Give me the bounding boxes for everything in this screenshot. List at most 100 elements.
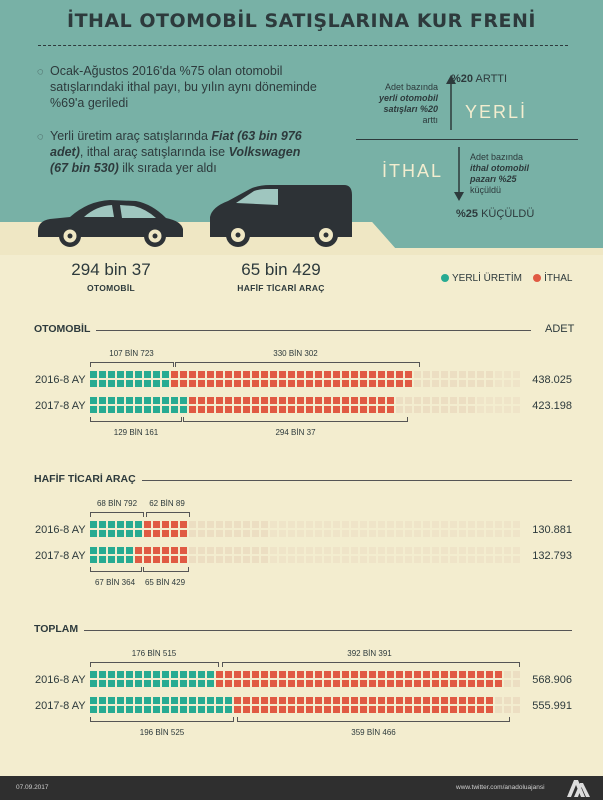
domestic-unit xyxy=(90,697,97,704)
import-unit xyxy=(333,406,340,413)
domestic-unit xyxy=(99,556,106,563)
import-unit xyxy=(432,680,439,687)
empty-unit xyxy=(495,547,502,554)
import-unit xyxy=(243,680,250,687)
domestic-unit xyxy=(135,706,142,713)
arrow-up-icon xyxy=(446,75,456,130)
import-unit xyxy=(387,406,394,413)
import-unit xyxy=(234,697,241,704)
import-unit xyxy=(432,706,439,713)
domestic-unit xyxy=(117,397,124,404)
import-unit xyxy=(198,371,205,378)
domestic-unit xyxy=(117,680,124,687)
domestic-unit xyxy=(126,697,133,704)
empty-unit xyxy=(477,371,484,378)
empty-unit xyxy=(360,547,367,554)
import-unit xyxy=(306,680,313,687)
yerli-percent: %20 ARTTI xyxy=(451,73,508,85)
import-unit xyxy=(369,671,376,678)
import-unit xyxy=(342,671,349,678)
bar-label: 392 BİN 391 xyxy=(347,649,392,658)
import-unit xyxy=(378,397,385,404)
bracket xyxy=(90,662,219,667)
domestic-unit xyxy=(144,697,151,704)
title-divider xyxy=(38,45,568,46)
empty-unit xyxy=(324,530,331,537)
import-unit xyxy=(270,380,277,387)
import-unit xyxy=(405,680,412,687)
bracket xyxy=(175,362,420,367)
empty-unit xyxy=(315,547,322,554)
domestic-unit xyxy=(225,697,232,704)
footer-date: 07.09.2017 xyxy=(16,784,49,791)
empty-unit xyxy=(387,530,394,537)
domestic-unit xyxy=(126,547,133,554)
import-unit xyxy=(153,521,160,528)
empty-unit xyxy=(441,556,448,563)
domestic-unit xyxy=(162,380,169,387)
empty-unit xyxy=(504,697,511,704)
empty-unit xyxy=(198,556,205,563)
ithal-percent: %25 KÜÇÜLDÜ xyxy=(456,208,535,220)
bracket xyxy=(90,362,174,367)
empty-unit xyxy=(495,397,502,404)
domestic-unit xyxy=(108,371,115,378)
empty-unit xyxy=(405,556,412,563)
unit-grid xyxy=(90,671,520,688)
domestic-unit xyxy=(162,697,169,704)
import-unit xyxy=(378,706,385,713)
otomobil-label: OTOMOBİL xyxy=(86,283,136,293)
domestic-unit xyxy=(117,380,124,387)
section-title-hafif-ticari: HAFİF TİCARİ ARAÇ xyxy=(34,473,142,485)
domestic-unit xyxy=(99,547,106,554)
domestic-unit xyxy=(144,380,151,387)
domestic-unit xyxy=(117,671,124,678)
import-unit xyxy=(378,680,385,687)
empty-unit xyxy=(513,530,520,537)
section-line xyxy=(34,330,531,331)
domestic-unit xyxy=(207,671,214,678)
empty-unit xyxy=(315,556,322,563)
import-unit xyxy=(477,680,484,687)
import-unit xyxy=(351,371,358,378)
empty-unit xyxy=(504,521,511,528)
import-unit xyxy=(225,680,232,687)
import-unit xyxy=(378,671,385,678)
import-unit xyxy=(261,697,268,704)
domestic-unit xyxy=(90,397,97,404)
import-unit xyxy=(342,380,349,387)
import-unit xyxy=(405,671,412,678)
import-unit xyxy=(450,680,457,687)
import-unit xyxy=(360,380,367,387)
empty-unit xyxy=(405,406,412,413)
empty-unit xyxy=(495,530,502,537)
import-unit xyxy=(423,671,430,678)
import-unit xyxy=(288,680,295,687)
empty-unit xyxy=(243,530,250,537)
import-unit xyxy=(486,680,493,687)
domestic-unit xyxy=(108,556,115,563)
empty-unit xyxy=(468,521,475,528)
empty-unit xyxy=(378,521,385,528)
empty-unit xyxy=(423,380,430,387)
empty-unit xyxy=(279,521,286,528)
import-unit xyxy=(450,671,457,678)
import-unit xyxy=(216,406,223,413)
import-unit xyxy=(189,397,196,404)
import-unit xyxy=(135,556,142,563)
bracket xyxy=(90,417,182,422)
empty-unit xyxy=(216,547,223,554)
empty-unit xyxy=(450,406,457,413)
domestic-unit xyxy=(171,406,178,413)
import-unit xyxy=(396,380,403,387)
sedan-car-icon xyxy=(38,200,183,247)
anadolu-agency-logo-icon xyxy=(567,780,590,797)
empty-unit xyxy=(279,530,286,537)
import-unit xyxy=(396,671,403,678)
section-line xyxy=(34,480,572,481)
domestic-unit xyxy=(180,397,187,404)
domestic-unit xyxy=(153,406,160,413)
domestic-unit xyxy=(108,530,115,537)
domestic-unit xyxy=(180,706,187,713)
import-unit xyxy=(270,406,277,413)
